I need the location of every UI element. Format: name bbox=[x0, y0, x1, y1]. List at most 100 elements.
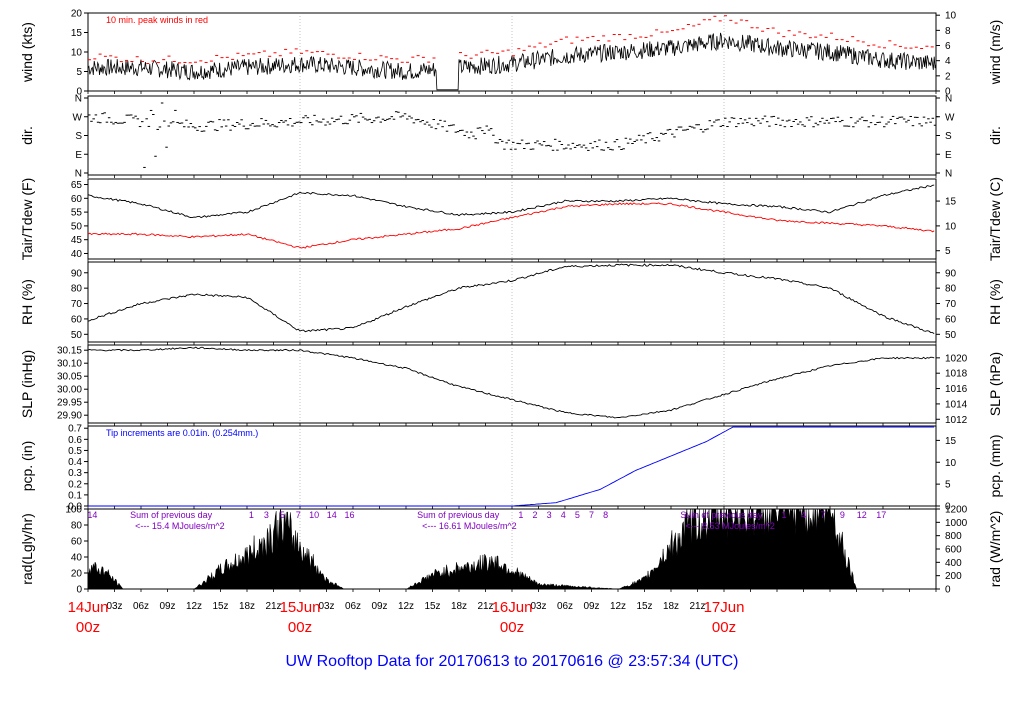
ytick-label-left-5-7: 0.7 bbox=[68, 424, 82, 435]
xtick-label-9: 09z bbox=[371, 601, 387, 612]
xtick-label-8: 06z bbox=[345, 601, 361, 612]
ytick-label-right-2-1: 10 bbox=[945, 221, 957, 232]
ylabel-right-0: wind (m/s) bbox=[987, 20, 1003, 86]
ytick-label-left-2-5: 65 bbox=[71, 180, 83, 191]
dir-tick-label-right-0: N bbox=[945, 169, 952, 180]
ylabel-right-5: pcp. (mm) bbox=[987, 435, 1003, 498]
ytick-label-right-2-2: 15 bbox=[945, 197, 957, 208]
xtick-label-13: 21z bbox=[477, 601, 493, 612]
annotation-0: 10 min. peak winds in red bbox=[106, 15, 208, 25]
ytick-label-right-6-3: 600 bbox=[945, 545, 962, 556]
ytick-label-left-5-2: 0.2 bbox=[68, 479, 82, 490]
ytick-label-right-3-3: 80 bbox=[945, 284, 957, 295]
ylabel-left-5: pcp. (in) bbox=[19, 441, 35, 492]
ytick-label-left-3-4: 90 bbox=[71, 268, 83, 279]
sun-hour-label-2: 3 bbox=[264, 510, 269, 520]
ytick-label-right-3-4: 90 bbox=[945, 268, 957, 279]
sun-hour-label-1: 1 bbox=[249, 510, 254, 520]
ylabel-left-0: wind (kts) bbox=[19, 22, 35, 83]
xtick-label-11: 15z bbox=[424, 601, 440, 612]
ylabel-left-2: Tair/Tdew (F) bbox=[19, 178, 35, 260]
sun-hour-label-15: 1 bbox=[782, 510, 787, 520]
sun-hour-label-7: 16 bbox=[344, 510, 354, 520]
ylabel-right-2: Tair/Tdew (C) bbox=[987, 177, 1003, 261]
day-hour-label-3: 00z bbox=[712, 619, 736, 636]
dir-tick-label-left-1: E bbox=[75, 150, 82, 161]
ytick-label-right-6-6: 1200 bbox=[945, 505, 968, 516]
xtick-label-6: 21z bbox=[265, 601, 281, 612]
dir-tick-label-right-4: N bbox=[945, 94, 952, 105]
daily-sum-title-0: Sum of previous day bbox=[130, 510, 213, 520]
sun-hour-label-11: 4 bbox=[561, 510, 566, 520]
ytick-label-right-5-3: 15 bbox=[945, 436, 957, 447]
sun-hour-label-9: 2 bbox=[532, 510, 537, 520]
ytick-label-right-3-1: 60 bbox=[945, 314, 957, 325]
ytick-label-right-6-0: 0 bbox=[945, 585, 951, 596]
ytick-label-left-6-2: 40 bbox=[71, 553, 83, 564]
day-label-2: 16Jun bbox=[492, 599, 533, 616]
ytick-label-left-5-0: 0.0 bbox=[68, 502, 82, 513]
daily-sum-value-1: <--- 16.61 MJoules/m^2 bbox=[422, 521, 517, 531]
ytick-label-left-4-2: 30.00 bbox=[57, 385, 82, 396]
sun-hour-label-3: 5 bbox=[280, 510, 285, 520]
xtick-label-0: 03z bbox=[106, 601, 122, 612]
daily-sum-title-1: Sum of previous day bbox=[417, 510, 500, 520]
annotation-5: Tip increments are 0.01in. (0.254mm.) bbox=[106, 428, 258, 438]
xtick-label-16: 09z bbox=[583, 601, 599, 612]
ytick-label-left-0-1: 5 bbox=[76, 67, 82, 78]
ytick-label-left-5-4: 0.4 bbox=[68, 457, 82, 468]
sun-hour-label-0: 14 bbox=[87, 510, 97, 520]
xtick-label-3: 12z bbox=[186, 601, 202, 612]
ytick-label-left-6-3: 60 bbox=[71, 537, 83, 548]
ytick-label-left-5-3: 0.3 bbox=[68, 468, 82, 479]
dir-tick-label-left-3: W bbox=[73, 112, 83, 123]
sun-hour-label-17: 7 bbox=[820, 510, 825, 520]
ytick-label-left-4-1: 29.95 bbox=[57, 398, 82, 409]
series-precipitation bbox=[88, 426, 935, 507]
ytick-label-left-3-1: 60 bbox=[71, 314, 83, 325]
ytick-label-right-4-1: 1014 bbox=[945, 399, 968, 410]
dir-tick-label-left-0: N bbox=[75, 169, 82, 180]
xtick-label-1: 06z bbox=[133, 601, 149, 612]
ytick-label-left-5-6: 0.6 bbox=[68, 435, 82, 446]
sun-hour-label-12: 5 bbox=[575, 510, 580, 520]
ytick-label-right-6-5: 1000 bbox=[945, 518, 968, 529]
series-tair bbox=[87, 184, 935, 219]
day-label-3: 17Jun bbox=[704, 599, 745, 616]
sun-hour-label-18: 9 bbox=[840, 510, 845, 520]
series-radiation bbox=[87, 508, 936, 590]
ylabel-right-6: rad (W/m^2) bbox=[987, 511, 1003, 588]
xtick-label-10: 12z bbox=[398, 601, 414, 612]
ylabel-right-1: dir. bbox=[987, 126, 1003, 145]
series-slp bbox=[87, 346, 935, 419]
xtick-label-5: 18z bbox=[239, 601, 255, 612]
ytick-label-left-4-4: 30.10 bbox=[57, 359, 82, 370]
dir-tick-label-left-4: N bbox=[75, 94, 82, 105]
series-rh bbox=[87, 263, 935, 334]
day-hour-label-2: 00z bbox=[500, 619, 524, 636]
xtick-label-17: 12z bbox=[610, 601, 626, 612]
daily-sum-title-2: Sum of previous day bbox=[680, 510, 763, 520]
ylabel-right-4: SLP (hPa) bbox=[987, 352, 1003, 416]
ytick-label-right-6-4: 800 bbox=[945, 531, 962, 542]
xtick-label-20: 21z bbox=[689, 601, 705, 612]
ytick-label-left-4-0: 29.90 bbox=[57, 411, 82, 422]
ytick-label-right-0-3: 6 bbox=[945, 41, 951, 52]
sun-hour-label-6: 14 bbox=[327, 510, 337, 520]
ytick-label-right-0-0: 0 bbox=[945, 87, 951, 98]
day-label-0: 14Jun bbox=[68, 599, 109, 616]
ytick-label-left-6-5: 100 bbox=[65, 505, 82, 516]
dir-tick-label-right-2: S bbox=[945, 131, 952, 142]
day-hour-label-0: 00z bbox=[76, 619, 100, 636]
ytick-label-left-2-3: 55 bbox=[71, 208, 83, 219]
ytick-label-left-3-3: 80 bbox=[71, 284, 83, 295]
xtick-label-4: 15z bbox=[212, 601, 228, 612]
ytick-label-left-0-2: 10 bbox=[71, 48, 83, 59]
dir-tick-label-right-3: W bbox=[945, 112, 955, 123]
ytick-label-right-2-0: 5 bbox=[945, 246, 951, 257]
ytick-label-right-5-1: 5 bbox=[945, 480, 951, 491]
ytick-label-right-4-3: 1018 bbox=[945, 369, 968, 380]
xtick-label-14: 03z bbox=[530, 601, 546, 612]
ylabel-left-1: dir. bbox=[19, 126, 35, 145]
